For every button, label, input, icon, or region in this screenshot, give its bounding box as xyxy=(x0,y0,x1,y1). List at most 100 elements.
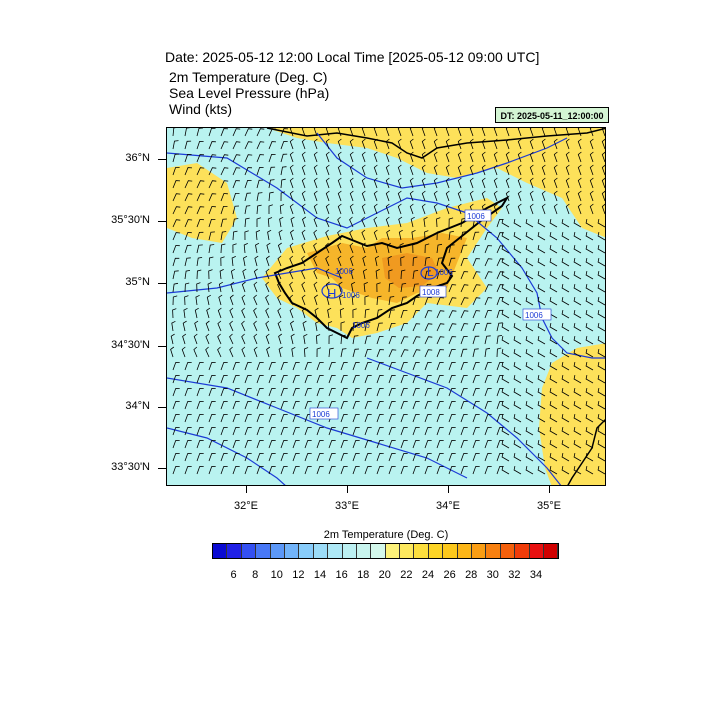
wind-barb xyxy=(304,427,312,436)
wind-barb xyxy=(424,349,433,358)
wind-barb xyxy=(484,322,492,332)
wind-barb xyxy=(292,440,300,449)
wind-barb xyxy=(436,297,445,306)
wind-barb xyxy=(265,294,270,306)
wind-barb xyxy=(362,268,368,280)
colorbar-swatch xyxy=(414,544,429,558)
wind-barb xyxy=(409,164,414,176)
wind-barb xyxy=(232,218,239,228)
wind-barb xyxy=(460,297,469,306)
wind-barb xyxy=(513,388,522,397)
wind-barb xyxy=(373,128,378,137)
wind-barb xyxy=(232,154,241,163)
wind-barb xyxy=(589,190,594,202)
wind-barb xyxy=(597,362,605,371)
wind-barb xyxy=(301,281,306,293)
wind-barb xyxy=(541,151,546,163)
wind-barb xyxy=(549,362,558,371)
wind-barb xyxy=(513,232,522,241)
wind-barb xyxy=(525,414,534,423)
wind-barb xyxy=(244,362,252,371)
wind-barb xyxy=(481,151,486,163)
wind-barb xyxy=(376,282,381,293)
wind-barb xyxy=(400,349,409,358)
wind-barb xyxy=(229,294,234,306)
wind-barb xyxy=(208,206,216,215)
wind-barb xyxy=(481,138,486,150)
wind-barb xyxy=(256,466,264,475)
wind-barb xyxy=(194,307,199,319)
wind-barb xyxy=(585,284,594,293)
wind-barb xyxy=(525,375,534,384)
wind-barb xyxy=(253,294,258,306)
wind-barb xyxy=(561,297,570,306)
colorbar-swatch xyxy=(371,544,386,558)
wind-barb xyxy=(265,255,270,267)
wind-barb xyxy=(268,153,276,163)
wind-barb xyxy=(484,245,493,254)
wind-barb xyxy=(256,362,264,371)
wind-barb xyxy=(313,268,318,280)
wind-barb xyxy=(337,177,342,189)
wind-barb xyxy=(577,128,582,137)
wind-barb xyxy=(472,297,481,306)
wind-barb xyxy=(549,232,558,241)
lon-label: 33°E xyxy=(335,500,359,512)
wind-barb xyxy=(376,322,383,332)
wind-barb xyxy=(256,154,265,163)
wind-barb xyxy=(585,414,594,423)
wind-barb xyxy=(597,349,605,358)
wind-barb xyxy=(268,401,276,410)
wind-barb xyxy=(193,333,198,345)
wind-barb xyxy=(339,308,345,319)
wind-barb xyxy=(289,151,294,163)
wind-barb xyxy=(265,320,270,332)
wind-barb xyxy=(525,453,534,462)
wind-barb xyxy=(301,203,306,215)
wind-barb xyxy=(496,335,503,345)
wind-barb xyxy=(253,333,258,345)
wind-barb xyxy=(361,216,366,228)
wind-barb xyxy=(170,346,175,358)
colorbar-tick-label: 14 xyxy=(313,569,327,581)
wind-barb xyxy=(501,271,510,280)
wind-barb xyxy=(325,164,330,176)
wind-barb xyxy=(577,177,582,189)
wind-barb xyxy=(436,257,443,267)
wind-barb xyxy=(448,349,456,358)
wind-barb xyxy=(208,362,216,371)
wind-barb xyxy=(412,440,420,449)
wind-barb xyxy=(172,453,180,462)
weather-map: H L 1006 1006 1006 1006 1008 1006 1006 1… xyxy=(167,128,605,485)
wind-barb xyxy=(256,414,264,423)
wind-barb xyxy=(172,375,180,384)
wind-barb xyxy=(361,151,366,163)
wind-barb xyxy=(241,281,246,293)
wind-barb xyxy=(505,164,510,176)
wind-barb xyxy=(268,191,274,202)
wind-barb xyxy=(280,375,288,384)
wind-barb xyxy=(256,401,264,410)
wind-barb xyxy=(244,401,252,410)
wind-barb xyxy=(448,323,457,332)
colorbar-tick-label: 26 xyxy=(443,569,456,581)
colorbar-swatch xyxy=(342,544,357,558)
wind-barb xyxy=(352,453,360,462)
wind-barb xyxy=(424,440,432,449)
wind-barb xyxy=(412,427,420,436)
wind-barb xyxy=(549,427,558,436)
wind-barb xyxy=(352,401,360,410)
wind-barb xyxy=(232,362,240,371)
contour-label: 1006 xyxy=(525,311,543,320)
high-pressure-marker: H xyxy=(327,286,336,301)
wind-barb xyxy=(448,362,456,371)
wind-barb xyxy=(541,138,546,150)
wind-barb xyxy=(196,269,202,280)
wind-barb xyxy=(501,362,510,371)
wind-barb xyxy=(436,323,445,332)
wind-barb xyxy=(597,245,605,254)
hottest-zone-mesaoria xyxy=(382,253,439,288)
wind-barb xyxy=(301,128,306,137)
contour-label: 1006 xyxy=(352,321,370,330)
wind-barb xyxy=(268,440,276,449)
